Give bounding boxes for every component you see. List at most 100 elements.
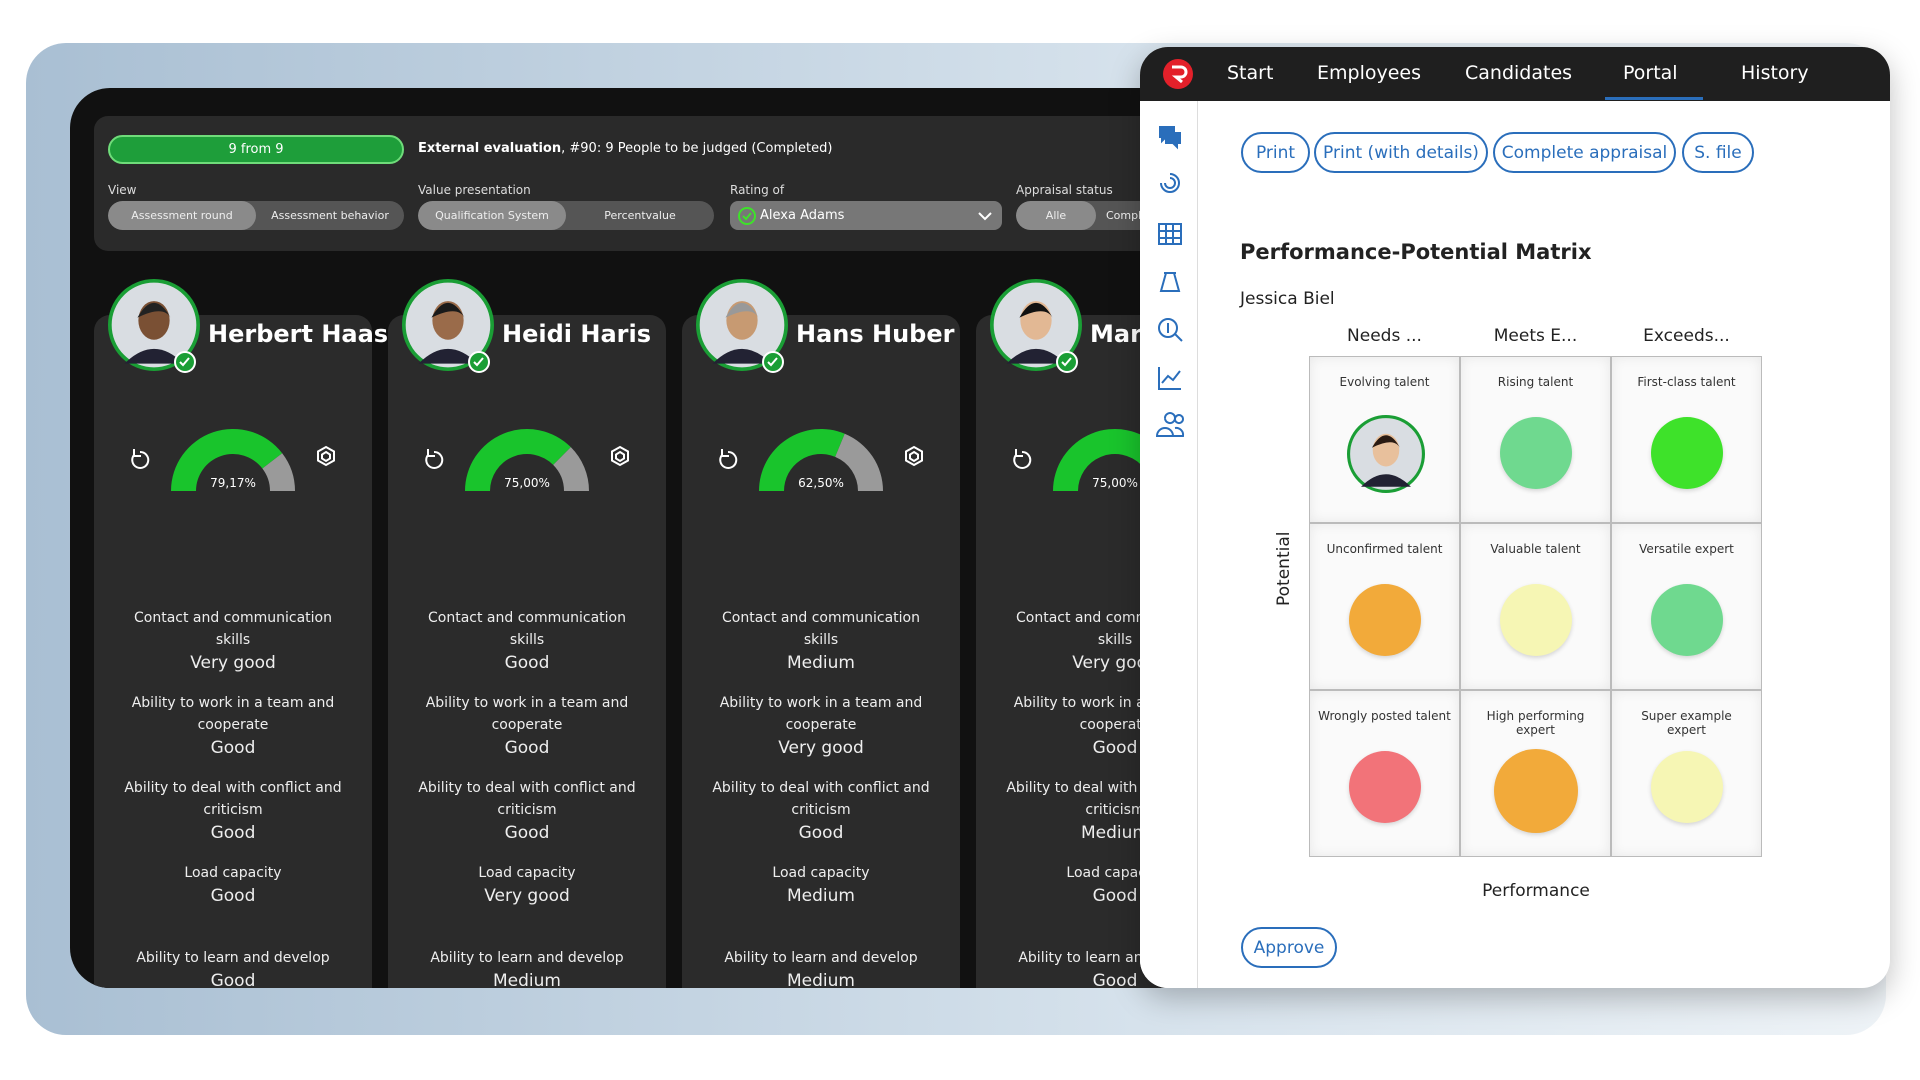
matrix-cell[interactable]: Unconfirmed talent	[1309, 523, 1460, 690]
value-toggle[interactable]: Qualification System Percentvalue	[418, 201, 714, 230]
toggle-option[interactable]: Alle	[1016, 201, 1096, 230]
criterion-label: Load capacity	[772, 865, 870, 881]
toggle-option[interactable]: Percentvalue	[604, 209, 676, 222]
toolbar: 9 from 9 External evaluation, #90: 9 Peo…	[94, 116, 1190, 251]
nav-tab[interactable]: Employees	[1317, 62, 1421, 84]
cell-label: First-class talent	[1637, 375, 1736, 389]
action-button[interactable]: Print (with details)	[1314, 132, 1488, 173]
icon-shape	[1155, 412, 1185, 437]
settings-icon	[317, 445, 335, 467]
matrix-cell[interactable]: Wrongly posted talent	[1309, 690, 1460, 857]
nav-tab[interactable]: History	[1741, 62, 1809, 84]
criterion: Ability to work in a team and cooperate G…	[412, 692, 642, 760]
employee-name: Hans Huber	[796, 320, 955, 348]
cell-label: Versatile expert	[1639, 542, 1734, 556]
avatar-hair	[137, 302, 171, 318]
employee-name: Herbert Haas	[208, 320, 389, 348]
sidebar-icon[interactable]	[1152, 217, 1188, 251]
matrix-cell[interactable]: Evolving talent	[1309, 356, 1460, 523]
toggle-option[interactable]: Assessment behavior	[271, 209, 389, 222]
check-mark	[767, 357, 778, 367]
icon-shape	[1158, 223, 1182, 245]
check-mark	[179, 357, 190, 367]
action-button[interactable]: Print	[1241, 132, 1310, 173]
active-underline	[1605, 97, 1703, 100]
criterion-rating: Good	[504, 653, 550, 673]
toggle-option[interactable]: Qualification System	[418, 201, 566, 230]
cell-marker	[1651, 417, 1723, 489]
gauge-value	[759, 429, 845, 491]
criterion-rating: Medium	[787, 653, 855, 673]
criterion-label: Contact and communication skills	[134, 610, 332, 648]
evaluation-title: External evaluation	[418, 141, 562, 156]
matrix-cell[interactable]: Super example expert	[1611, 690, 1762, 857]
action-button[interactable]: Complete appraisal	[1493, 132, 1676, 173]
criterion: Ability to learn and develop Medium	[412, 947, 642, 988]
filter-label: Appraisal status	[1016, 183, 1113, 197]
approve-button[interactable]: Approve	[1241, 927, 1337, 968]
gauge-rest	[835, 433, 883, 491]
avatar-wrap	[990, 279, 1082, 373]
cell-marker	[1651, 584, 1723, 656]
nav-bar: Start Employees Candidates Portal History	[1140, 47, 1890, 101]
nav-tab[interactable]: Start	[1227, 62, 1274, 84]
sidebar-icon[interactable]	[1152, 169, 1188, 203]
criterion-rating: Good	[504, 823, 550, 843]
employee-card: Heidi Haris 75,00% Contact and communicati…	[388, 279, 666, 988]
gauge-value	[1053, 429, 1159, 491]
cell-photo	[1347, 415, 1425, 493]
avatar-hair	[1371, 435, 1401, 448]
criterion: Contact and communication skills Medium	[706, 607, 936, 675]
rating-dropdown[interactable]: Alexa Adams	[730, 201, 1002, 230]
view-toggle[interactable]: Assessment round Assessment behavior	[108, 201, 404, 230]
gauge: 79,17%	[131, 429, 335, 491]
gauge-label: 79,17%	[210, 476, 256, 490]
nav-tab[interactable]: Candidates	[1465, 62, 1573, 84]
criterion-label: Ability to deal with conflict and critic…	[124, 780, 342, 818]
criterion: Contact and communication skills Very goo…	[118, 607, 348, 675]
criterion-label: Ability to work in a team and cooperate	[425, 695, 629, 733]
cell-label: Evolving talent	[1339, 375, 1430, 389]
criterion: Load capacity Good	[1000, 862, 1190, 908]
sidebar-icon[interactable]	[1152, 313, 1188, 347]
avatar-hair	[725, 302, 759, 318]
gauge-value	[171, 429, 283, 491]
cell-label: Rising talent	[1497, 375, 1574, 389]
matrix-cell[interactable]: Valuable talent	[1460, 523, 1611, 690]
criterion-rating: Very good	[190, 653, 276, 673]
status-check	[174, 351, 196, 373]
criterion-rating: Medium	[1081, 823, 1149, 843]
matrix-cell[interactable]: Versatile expert	[1611, 523, 1762, 690]
column-header: Meets E...	[1493, 326, 1578, 346]
filter-label: Value presentation	[418, 183, 531, 197]
matrix-cell[interactable]: Rising talent	[1460, 356, 1611, 523]
criterion-rating: Good	[1092, 971, 1138, 988]
gauge: 75,00%	[425, 429, 629, 491]
nav-tab[interactable]: Portal	[1623, 62, 1678, 84]
sidebar-icon[interactable]	[1152, 409, 1188, 443]
criterion-label: Ability to work in a team and cooperate	[719, 695, 923, 733]
avatar	[108, 279, 200, 371]
reset-icon	[425, 449, 444, 469]
dropdown-value: Alexa Adams	[760, 208, 845, 223]
criterion: Ability to learn and develop Medium	[706, 947, 936, 988]
sidebar-icon[interactable]	[1152, 265, 1188, 299]
matrix-cell[interactable]: First-class talent	[1611, 356, 1762, 523]
toggle-option[interactable]: Assessment round	[108, 201, 256, 230]
status-check	[468, 351, 490, 373]
icon-shape	[1158, 367, 1181, 390]
check-icon	[738, 206, 756, 225]
portal-panel: Start Employees Candidates Portal History Pr…	[1140, 47, 1890, 988]
avatar-body	[712, 348, 772, 364]
criterion-label: Ability to learn and develop	[430, 950, 624, 966]
y-axis-label: Potential	[1274, 531, 1294, 606]
sidebar-icon[interactable]	[1152, 361, 1188, 395]
criterion-label: Ability to deal with conflict and critic…	[712, 780, 930, 818]
criterion: Ability to work in a team and cooperate G…	[118, 692, 348, 760]
sidebar-icon[interactable]	[1152, 121, 1188, 155]
matrix-cell[interactable]: High performing expert	[1460, 690, 1611, 857]
criterion-rating: Good	[210, 823, 256, 843]
column-header: Needs ...	[1347, 326, 1422, 346]
action-button[interactable]: S. file	[1682, 132, 1754, 173]
criterion: Contact and communication skills Good	[412, 607, 642, 675]
